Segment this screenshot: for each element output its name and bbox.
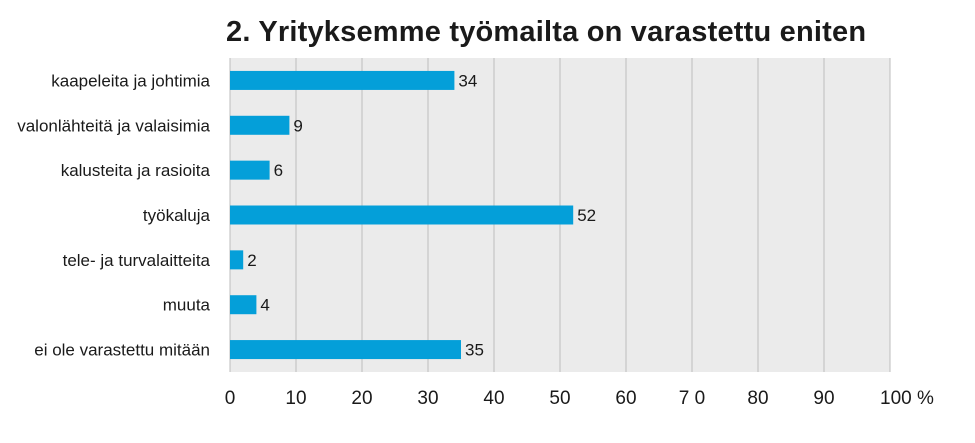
value-label: 35 [465,341,484,360]
bar [230,160,270,180]
bar [230,250,244,270]
category-label: ei ole varastettu mitään [34,341,210,360]
value-label: 34 [458,71,477,90]
x-tick-label: 90 [813,388,834,409]
x-tick-label: 60 [615,388,636,409]
bar [230,205,574,225]
x-tick-label: 50 [549,388,570,409]
category-label: työkaluja [143,206,211,225]
category-label: muuta [163,296,211,315]
x-tick-label: 20 [351,388,372,409]
grid-lines [229,58,891,372]
bar [230,115,290,135]
x-tick-label: 100 % [880,388,934,409]
x-tick-label: 80 [747,388,768,409]
value-label: 9 [293,116,302,135]
value-label: 52 [577,206,596,225]
x-tick-label: 0 [225,388,236,409]
x-tick-label: 10 [285,388,306,409]
category-label: kaapeleita ja johtimia [51,71,210,90]
value-label: 2 [247,251,256,270]
category-label: tele- ja turvalaitteita [63,251,211,270]
chart-title: 2. Yrityksemme työmailta on varastettu e… [226,16,867,48]
bars [230,70,574,360]
x-axis-tick-labels: 0 10 20 30 40 50 60 7 0 80 90 100 % [225,388,934,409]
value-label: 4 [260,296,269,315]
bar [230,295,257,315]
x-tick-label: 7 0 [679,388,705,409]
category-label: valonlähteitä ja valaisimia [17,116,210,135]
category-label: kalusteita ja rasioita [61,161,211,180]
category-labels: kaapeleita ja johtimia valonlähteitä ja v… [17,71,210,359]
value-label: 6 [274,161,283,180]
bar [230,70,455,90]
x-tick-label: 30 [417,388,438,409]
bar [230,340,461,360]
value-labels: 34 9 6 52 2 4 35 [247,71,596,359]
x-tick-label: 40 [483,388,504,409]
